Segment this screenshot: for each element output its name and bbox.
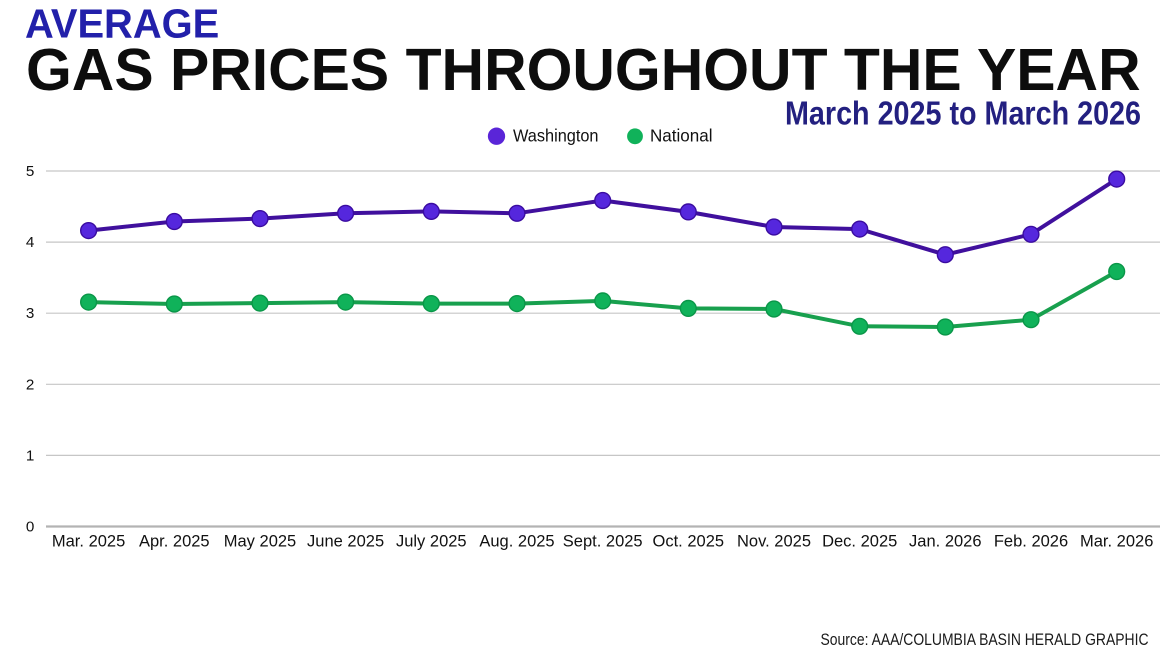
svg-text:Oct. 2025: Oct. 2025 bbox=[653, 533, 725, 551]
svg-text:Mar. 2025: Mar. 2025 bbox=[52, 533, 125, 551]
svg-text:Mar. 2026: Mar. 2026 bbox=[1080, 533, 1153, 551]
svg-text:Dec. 2025: Dec. 2025 bbox=[822, 533, 897, 551]
svg-text:June 2025: June 2025 bbox=[307, 533, 384, 551]
svg-text:Apr. 2025: Apr. 2025 bbox=[139, 533, 210, 551]
svg-text:AVERAGE: AVERAGE bbox=[25, 0, 219, 46]
svg-text:3: 3 bbox=[26, 305, 34, 322]
svg-text:5: 5 bbox=[26, 163, 34, 180]
svg-text:2: 2 bbox=[26, 376, 34, 393]
svg-text:Aug. 2025: Aug. 2025 bbox=[479, 533, 554, 551]
svg-text:GAS PRICES THROUGHOUT THE YEAR: GAS PRICES THROUGHOUT THE YEAR bbox=[26, 36, 1141, 103]
svg-text:Jan. 2026: Jan. 2026 bbox=[909, 533, 981, 551]
svg-text:July 2025: July 2025 bbox=[396, 533, 467, 551]
svg-text:Sept. 2025: Sept. 2025 bbox=[563, 533, 643, 551]
svg-text:National: National bbox=[650, 125, 713, 145]
svg-text:Source: AAA/COLUMBIA BASIN HER: Source: AAA/COLUMBIA BASIN HERALD GRAPHI… bbox=[821, 631, 1149, 649]
svg-text:4: 4 bbox=[26, 234, 34, 251]
svg-text:Nov. 2025: Nov. 2025 bbox=[737, 533, 811, 551]
svg-text:May 2025: May 2025 bbox=[224, 533, 296, 551]
svg-text:March 2025 to March 2026: March 2025 to March 2026 bbox=[785, 96, 1141, 133]
svg-text:0: 0 bbox=[26, 519, 34, 536]
svg-text:Washington: Washington bbox=[513, 125, 599, 145]
svg-text:Feb. 2026: Feb. 2026 bbox=[994, 533, 1068, 551]
svg-text:1: 1 bbox=[26, 447, 34, 464]
